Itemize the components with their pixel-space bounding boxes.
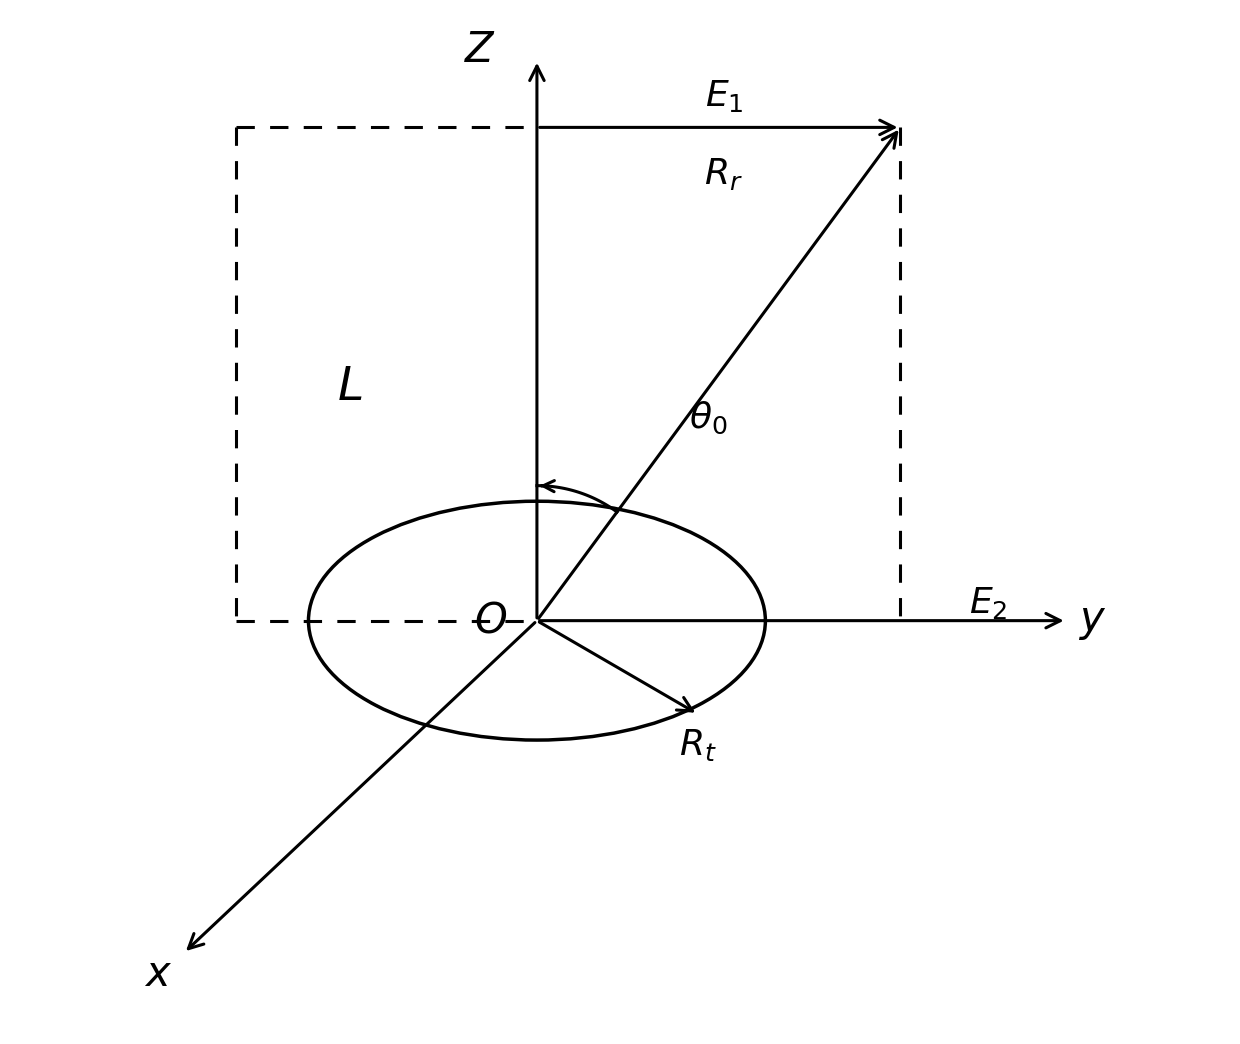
Text: $\theta_0$: $\theta_0$: [689, 400, 728, 436]
Text: $Z$: $Z$: [464, 28, 496, 71]
Text: $R_t$: $R_t$: [680, 728, 717, 763]
Text: $E_2$: $E_2$: [970, 585, 1008, 621]
Text: $L$: $L$: [337, 364, 363, 410]
Text: $R_r$: $R_r$: [704, 157, 743, 192]
Text: $x$: $x$: [144, 953, 172, 995]
Text: $E_1$: $E_1$: [704, 78, 743, 114]
Text: $O$: $O$: [474, 599, 507, 642]
Text: $y$: $y$: [1079, 599, 1106, 642]
